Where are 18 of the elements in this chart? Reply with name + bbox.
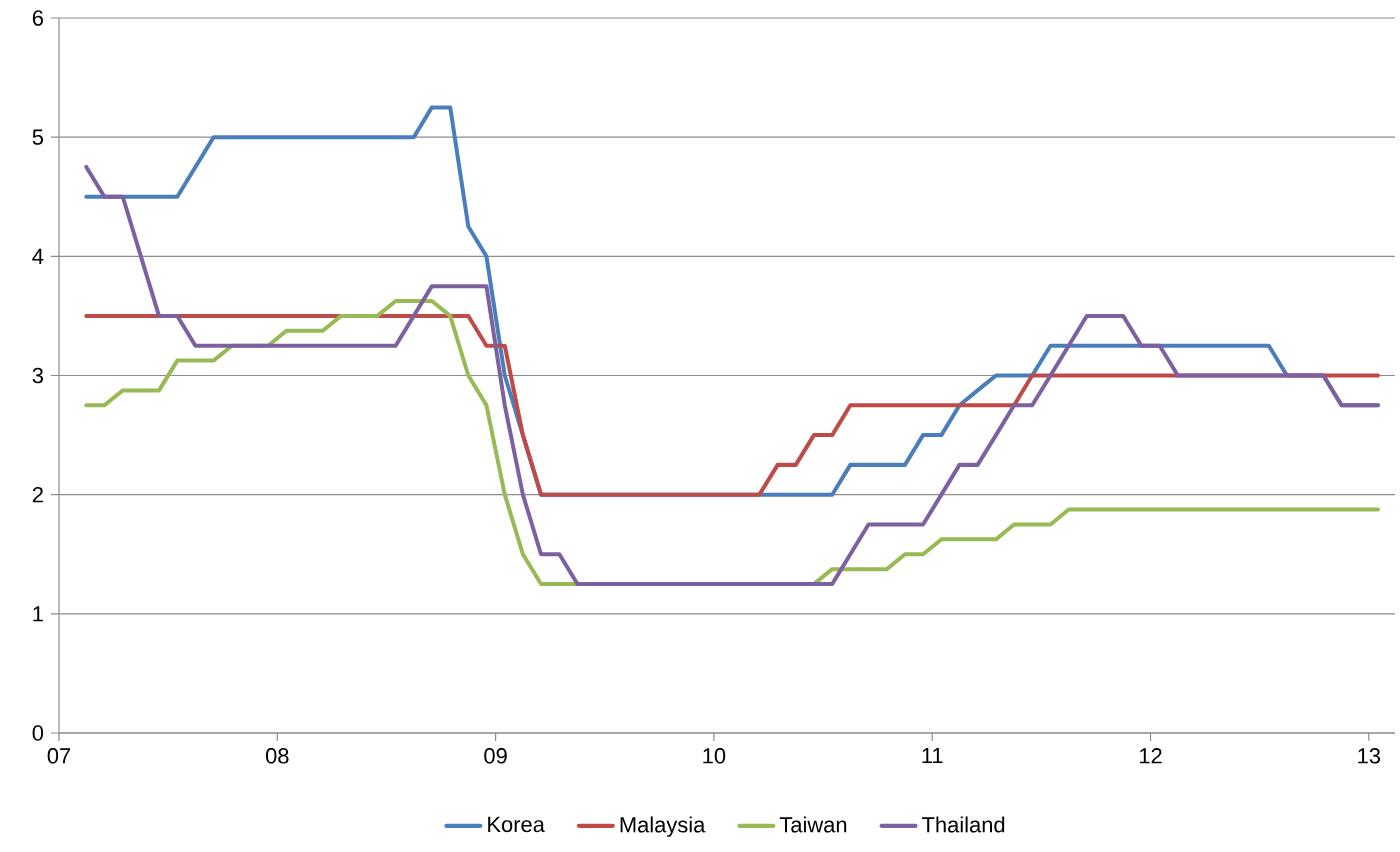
legend-label: Thailand	[922, 816, 1005, 833]
x-tick-label: 10	[703, 748, 726, 764]
x-tick-label: 11	[922, 748, 943, 764]
y-tick-label: 3	[32, 367, 43, 384]
y-tick-label: 0	[32, 725, 44, 741]
legend-label: Taiwan	[779, 816, 847, 833]
x-tick-label: 09	[484, 748, 507, 764]
y-tick-label: 2	[32, 487, 43, 503]
x-tick-label: 08	[265, 748, 289, 764]
y-tick-label: 5	[32, 129, 44, 145]
legend-label: Malaysia	[620, 816, 706, 837]
x-tick-label: 13	[1358, 748, 1381, 764]
y-tick-label: 1	[33, 606, 43, 622]
y-tick-label: 4	[32, 248, 44, 264]
legend-label: Korea	[488, 816, 545, 833]
x-tick-label: 12	[1139, 748, 1162, 764]
y-tick-label: 6	[32, 10, 43, 26]
x-tick-label: 07	[47, 748, 71, 764]
